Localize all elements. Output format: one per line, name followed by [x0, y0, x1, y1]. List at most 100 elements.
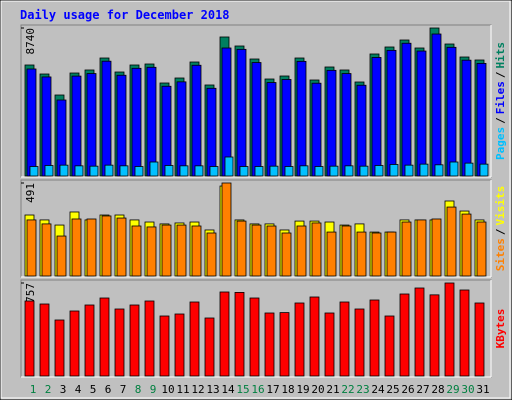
legend-entry: Hits [494, 42, 507, 69]
bar [459, 289, 470, 377]
bar [101, 215, 112, 277]
bar [26, 68, 37, 177]
bar [444, 282, 455, 377]
bar [24, 300, 35, 377]
bar [56, 99, 67, 177]
bar [26, 219, 37, 277]
bar [221, 182, 232, 277]
bar [371, 57, 382, 177]
legend-entry: Visits [494, 186, 507, 226]
bar [266, 225, 277, 277]
bar [386, 231, 397, 277]
bar [324, 312, 335, 377]
x-tick-label: 30 [461, 383, 474, 396]
bar [189, 301, 200, 377]
bar [29, 166, 39, 177]
bar [429, 294, 440, 377]
legend-separator: / [494, 228, 507, 235]
bar [399, 293, 410, 377]
legend-entry: Files [494, 81, 507, 114]
bar [39, 303, 50, 377]
legend-entry: Pages [494, 127, 507, 160]
bar [344, 165, 354, 177]
bar [296, 225, 307, 277]
x-tick-label: 29 [446, 383, 459, 396]
x-tick-label: 26 [401, 383, 414, 396]
bar [299, 165, 309, 177]
bar [296, 60, 307, 177]
bar [311, 222, 322, 277]
x-tick-label: 27 [416, 383, 429, 396]
x-tick-label: 9 [150, 383, 157, 396]
legend-entry: KBytes [494, 309, 507, 349]
bar [371, 232, 382, 277]
x-tick-label: 5 [90, 383, 97, 396]
bar [309, 296, 320, 377]
x-tick-label: 7 [120, 383, 127, 396]
bar [116, 217, 127, 277]
bar [71, 75, 82, 177]
legend-separator: / [494, 71, 507, 78]
bar [71, 218, 82, 277]
bar [74, 165, 84, 177]
bar [474, 302, 485, 377]
x-tick-label: 18 [281, 383, 294, 396]
bar [131, 225, 142, 277]
bar [431, 218, 442, 277]
y-tick-label: 491 [24, 183, 37, 203]
x-tick-label: 8 [135, 383, 142, 396]
bar [416, 50, 427, 177]
bar [384, 315, 395, 377]
x-tick-label: 14 [221, 383, 235, 396]
legend-separator: / [494, 117, 507, 124]
bar [176, 81, 187, 177]
bar [356, 84, 367, 177]
bar [341, 225, 352, 277]
bar [419, 163, 429, 177]
bar [354, 308, 365, 377]
bar [404, 164, 414, 177]
bar [476, 62, 487, 177]
legend-entry: Sites [494, 238, 507, 271]
bar [219, 291, 230, 377]
bar [401, 221, 412, 277]
bar [174, 313, 185, 377]
bar [294, 302, 305, 377]
x-tick-label: 16 [251, 383, 264, 396]
bar [284, 166, 294, 177]
legend: Sites / Visits [494, 186, 507, 272]
bar [131, 67, 142, 177]
bar [464, 162, 474, 177]
bar [104, 164, 114, 177]
bar [326, 231, 337, 277]
bar [279, 312, 290, 377]
bar [386, 49, 397, 177]
x-tick-label: 24 [371, 383, 385, 396]
bar [234, 292, 245, 377]
bar [54, 319, 65, 377]
x-tick-label: 25 [386, 383, 399, 396]
bar [119, 165, 129, 177]
x-tick-label: 4 [75, 383, 82, 396]
bar [446, 206, 457, 277]
bar [461, 59, 472, 177]
chart-title: Daily usage for December 2018 [20, 8, 230, 22]
bar [59, 164, 69, 177]
bar [431, 33, 442, 177]
bar [204, 317, 215, 377]
bar [326, 69, 337, 177]
bar [251, 224, 262, 277]
bar [56, 235, 67, 277]
bar [369, 299, 380, 377]
bar [179, 165, 189, 177]
bar [89, 165, 99, 177]
x-tick-label: 21 [326, 383, 339, 396]
bar [341, 73, 352, 177]
bar [164, 165, 174, 177]
bar [146, 226, 157, 277]
bar [249, 297, 260, 377]
bar [144, 300, 155, 377]
bar [194, 165, 204, 177]
bar [434, 164, 444, 177]
